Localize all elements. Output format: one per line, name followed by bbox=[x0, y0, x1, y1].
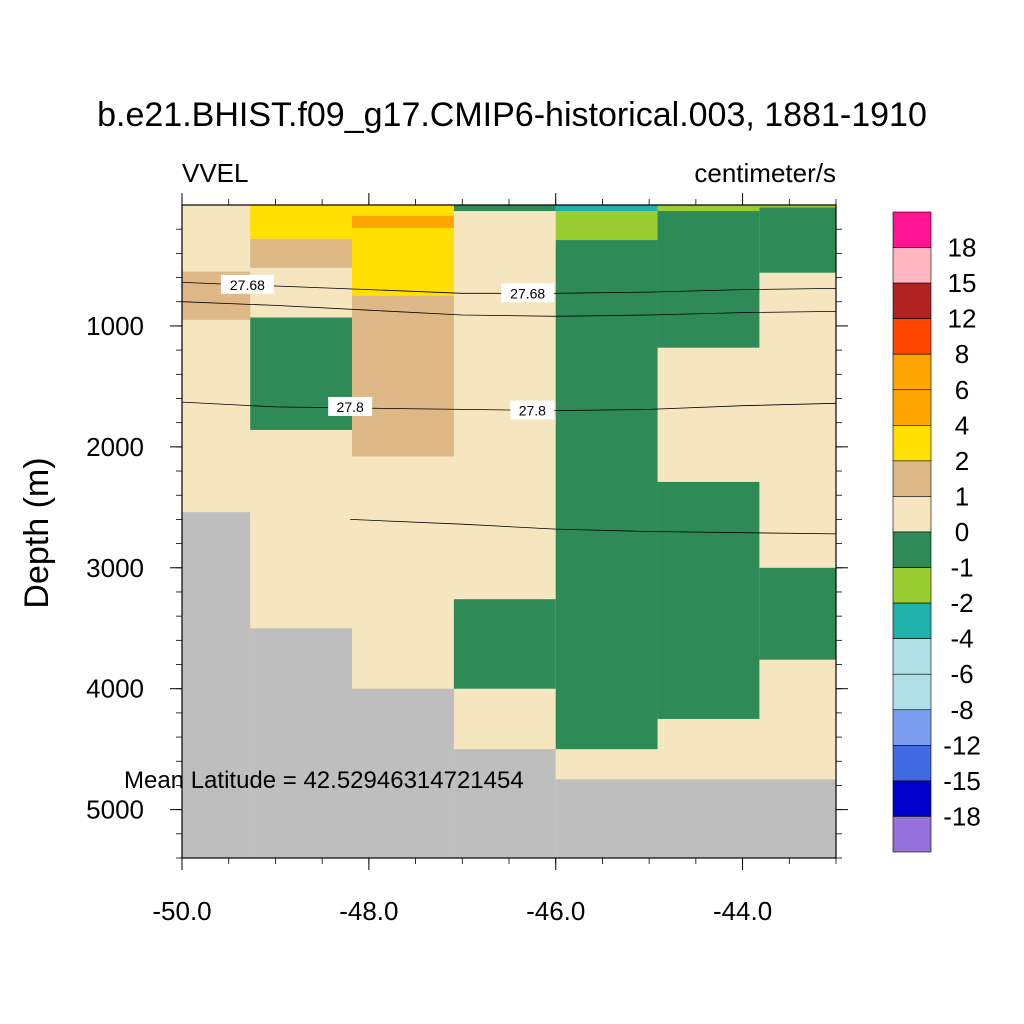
colorbar-swatch bbox=[892, 353, 932, 391]
y-tick-label: 3000 bbox=[86, 553, 144, 583]
units-label: centimeter/s bbox=[694, 158, 836, 188]
colorbar-swatch bbox=[892, 282, 932, 319]
colorbar-swatch bbox=[892, 638, 932, 675]
x-tick-label: -48.0 bbox=[339, 896, 398, 926]
heatmap-cell bbox=[250, 205, 353, 239]
axes-layer: -50.0 -48.0 -46.0 -44.0 1000 2000 3000 4000 5000 bbox=[86, 193, 848, 926]
colorbar-label: 6 bbox=[955, 375, 969, 405]
contour-label: 27.68 bbox=[230, 277, 265, 293]
contour-label: 27.8 bbox=[337, 399, 364, 415]
heatmap-cell bbox=[250, 238, 353, 268]
colorbar-label: 2 bbox=[955, 446, 969, 476]
heatmap-cell bbox=[352, 215, 454, 228]
contour-layer: 27.68 27.68 27.8 27.8 bbox=[181, 274, 837, 535]
colorbar-label: 1 bbox=[955, 481, 969, 511]
heatmap-cell bbox=[453, 599, 556, 689]
colorbar-swatch bbox=[892, 496, 932, 533]
y-axis-label: Depth (m) bbox=[18, 457, 56, 608]
heatmap-cell bbox=[555, 211, 658, 241]
missing-cell bbox=[453, 749, 556, 858]
cells-layer bbox=[182, 205, 836, 858]
colorbar-swatch bbox=[892, 460, 932, 497]
colorbar-label: -6 bbox=[950, 659, 973, 689]
x-tick-label: -44.0 bbox=[713, 896, 772, 926]
colorbar-label: 0 bbox=[955, 517, 969, 547]
missing-cell bbox=[352, 688, 454, 858]
colorbar: 18 15 12 8 6 4 2 1 0 -1 -2 -4 -6 -8 -12 -15 -18 bbox=[892, 211, 981, 853]
y-tick-label: 4000 bbox=[86, 674, 144, 704]
heatmap-cell bbox=[352, 295, 454, 457]
heatmap-cell bbox=[352, 227, 454, 296]
y-tick-label: 2000 bbox=[86, 432, 144, 462]
missing-cell bbox=[250, 628, 353, 858]
contour-label: 27.68 bbox=[510, 285, 545, 301]
colorbar-label: 18 bbox=[948, 233, 977, 263]
colorbar-swatch bbox=[892, 531, 932, 568]
colorbar-label: 15 bbox=[948, 268, 977, 298]
colorbar-swatch bbox=[892, 745, 932, 782]
heatmap-cell bbox=[759, 205, 836, 208]
colorbar-label: -1 bbox=[950, 553, 973, 583]
y-tick-label: 5000 bbox=[86, 795, 144, 825]
contour-label-box bbox=[510, 400, 555, 420]
colorbar-label: -18 bbox=[943, 801, 981, 831]
colorbar-swatch bbox=[892, 567, 932, 604]
x-tick-label: -46.0 bbox=[526, 896, 585, 926]
colorbar-label: -12 bbox=[943, 730, 981, 760]
colorbar-swatch bbox=[892, 247, 932, 284]
heatmap-cell bbox=[657, 205, 760, 212]
colorbar-swatch bbox=[892, 780, 932, 817]
contour-line bbox=[181, 301, 837, 317]
colorbar-swatch bbox=[892, 425, 932, 462]
colorbar-label: -2 bbox=[950, 588, 973, 618]
x-tick-label: -50.0 bbox=[152, 896, 211, 926]
colorbar-label: -8 bbox=[950, 695, 973, 725]
colorbar-label: 4 bbox=[955, 410, 969, 440]
heatmap-cell bbox=[657, 211, 760, 348]
variable-label: VVEL bbox=[182, 158, 249, 188]
contour-line bbox=[181, 401, 837, 412]
contour-line bbox=[350, 519, 837, 535]
colorbar-swatch bbox=[892, 673, 932, 711]
heatmap-cell bbox=[555, 240, 658, 750]
contour-label: 27.8 bbox=[519, 403, 546, 419]
heatmap-cell bbox=[759, 567, 836, 660]
colorbar-label: -15 bbox=[943, 766, 981, 796]
contour-label-box bbox=[220, 274, 274, 294]
colorbar-swatch bbox=[892, 211, 932, 248]
y-tick-label: 1000 bbox=[86, 311, 144, 341]
heatmap-cell bbox=[453, 205, 556, 212]
colorbar-swatch bbox=[892, 816, 932, 853]
colorbar-swatch bbox=[892, 318, 932, 355]
colorbar-swatch bbox=[892, 602, 932, 639]
colorbar-label: 8 bbox=[955, 339, 969, 369]
colorbar-swatch bbox=[892, 709, 932, 746]
missing-cell bbox=[182, 512, 251, 858]
heatmap-cell bbox=[352, 205, 454, 216]
contour-label-box bbox=[501, 283, 555, 303]
missing-cell bbox=[555, 779, 836, 858]
chart-title: b.e21.BHIST.f09_g17.CMIP6-historical.003… bbox=[97, 96, 927, 134]
heatmap-cell bbox=[759, 207, 836, 273]
contour-label-box bbox=[328, 396, 373, 416]
mean-latitude-annotation: Mean Latitude = 42.52946314721454 bbox=[124, 767, 524, 794]
colorbar-label: 12 bbox=[948, 304, 977, 334]
colorbar-label: -4 bbox=[950, 624, 973, 654]
heatmap-cell bbox=[657, 481, 760, 719]
heatmap-cell bbox=[555, 205, 658, 212]
colorbar-swatch bbox=[892, 389, 932, 426]
